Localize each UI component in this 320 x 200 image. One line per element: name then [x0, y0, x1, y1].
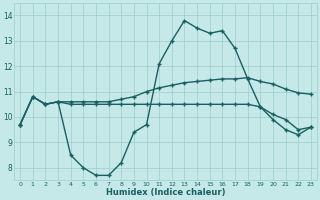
X-axis label: Humidex (Indice chaleur): Humidex (Indice chaleur)	[106, 188, 225, 197]
